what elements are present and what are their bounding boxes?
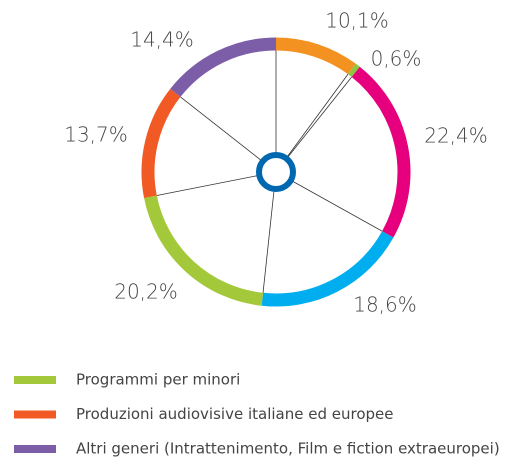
value-label: 10,1% — [325, 9, 389, 33]
ring-segment — [351, 66, 411, 238]
divider-line — [180, 96, 277, 173]
value-label: 13,7% — [64, 123, 128, 147]
legend-swatch — [14, 410, 56, 419]
ring-segment — [141, 88, 181, 199]
legend-swatch — [14, 445, 56, 453]
divider-line — [156, 171, 277, 196]
divider-line — [275, 171, 383, 232]
legend-label: Programmi per minori — [76, 371, 240, 389]
divider-line — [275, 76, 352, 173]
ring-segment — [170, 37, 277, 98]
value-label: 0,6% — [371, 47, 422, 71]
value-label: 22,4% — [424, 124, 488, 148]
legend-label: Produzioni audiovisive italiane ed europ… — [76, 405, 393, 423]
ring-segment — [144, 195, 264, 306]
ring-segment — [348, 63, 360, 77]
ring-segment — [261, 231, 394, 307]
ring-segment — [275, 37, 356, 75]
legend-label: Altri generi (Intrattenimento, Film e fi… — [76, 440, 500, 458]
center-circle — [256, 152, 296, 192]
legend-swatch — [14, 376, 56, 384]
value-label: 14,4% — [130, 28, 194, 52]
value-label: 20,2% — [114, 280, 178, 304]
divider-line — [275, 73, 349, 173]
divider-line — [262, 171, 277, 293]
value-label: 18,6% — [353, 293, 417, 317]
